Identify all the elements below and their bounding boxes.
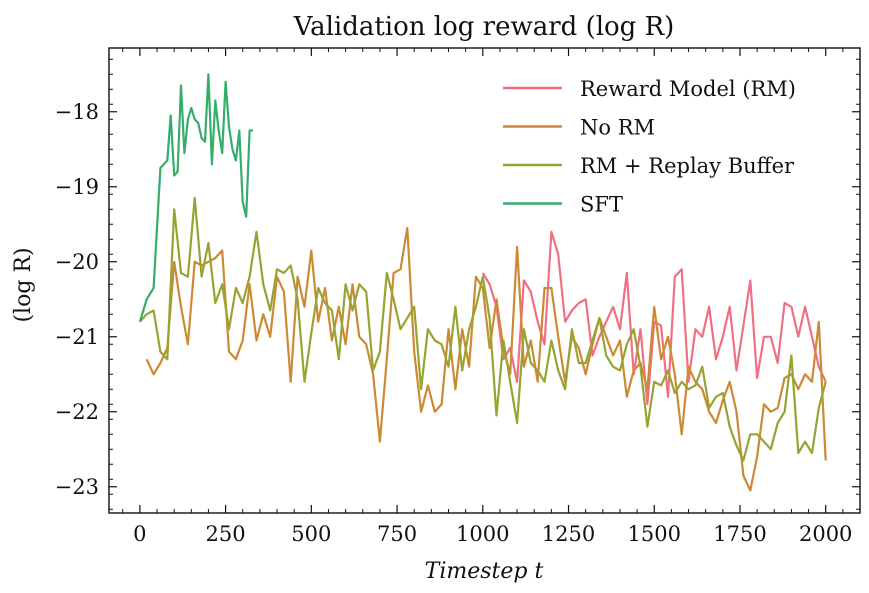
y-tick-label: −18 xyxy=(55,100,99,124)
legend: Reward Model (RM) No RM RM + Replay Buffer… xyxy=(503,77,796,217)
axes: 0 250 500 750 1000 1250 1500 1750 2000 −23 −22 −21 −… xyxy=(55,47,861,546)
y-tick-label: −21 xyxy=(55,325,99,349)
legend-label-1: No RM xyxy=(580,116,655,140)
y-tick-label: −23 xyxy=(55,475,99,499)
legend-label-3: SFT xyxy=(580,193,623,217)
x-tick-label: 2000 xyxy=(799,522,852,546)
series-line-3 xyxy=(138,73,253,323)
x-tick-label: 250 xyxy=(206,522,246,546)
plot-lines xyxy=(138,73,827,492)
x-tick-label: 750 xyxy=(377,522,417,546)
x-tick-label: 1250 xyxy=(542,522,595,546)
y-tick-label: −22 xyxy=(55,400,99,424)
x-axis-label: Timestep t xyxy=(425,559,544,584)
x-tick-label: 0 xyxy=(133,522,146,546)
y-tick-label: −19 xyxy=(55,175,99,199)
legend-label-0: Reward Model (RM) xyxy=(580,77,796,101)
x-tick-label: 500 xyxy=(291,522,331,546)
y-tick-label: −20 xyxy=(55,250,99,274)
plot-frame xyxy=(108,47,861,514)
series-line-2 xyxy=(139,196,827,462)
chart-title: Validation log reward (log R) xyxy=(293,12,675,42)
x-tick-label: 1500 xyxy=(628,522,681,546)
y-axis-label: (log R) xyxy=(11,247,36,322)
series-line-1 xyxy=(145,226,827,492)
x-tick-label: 1000 xyxy=(456,522,509,546)
x-tick-label: 1750 xyxy=(713,522,766,546)
legend-label-2: RM + Replay Buffer xyxy=(580,154,795,178)
series-line-0 xyxy=(481,230,827,406)
